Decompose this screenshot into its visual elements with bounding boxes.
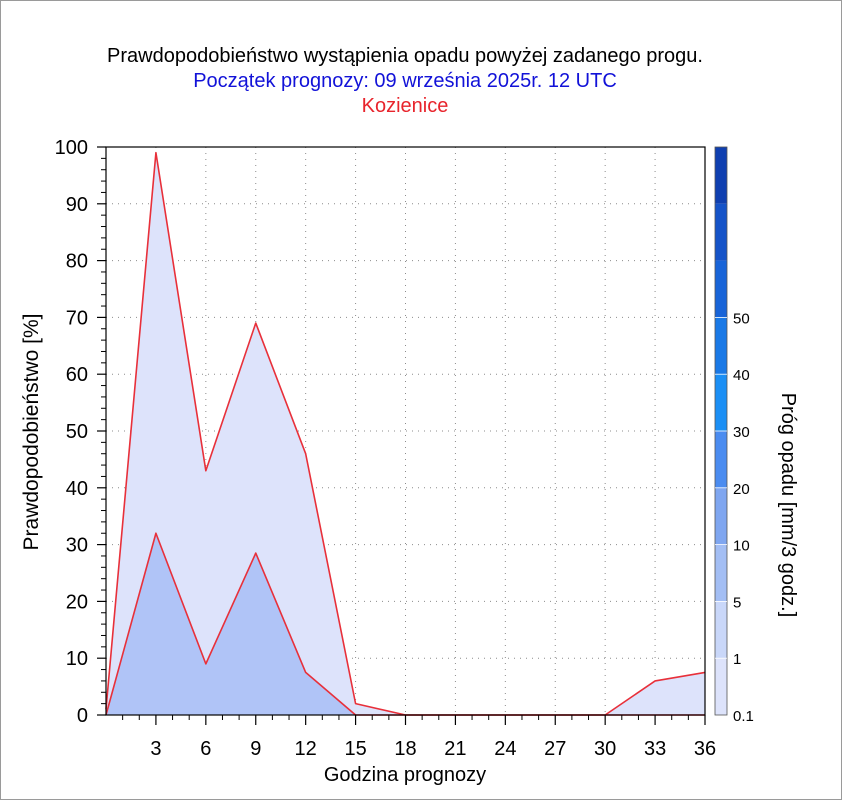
y-tick-label: 50 bbox=[66, 421, 88, 443]
x-axis-label: Godzina prognozy bbox=[324, 764, 486, 786]
colorbar-tick-label: 5 bbox=[733, 594, 741, 611]
colorbar-label: Próg opadu [mm/3 godz.] bbox=[777, 393, 799, 618]
y-tick-label: 0 bbox=[77, 705, 88, 727]
x-tick-label: 12 bbox=[295, 738, 317, 760]
colorbar-segment bbox=[715, 544, 727, 602]
colorbar-tick-label: 40 bbox=[733, 367, 750, 384]
chart-title: Prawdopodobieństwo wystąpienia opadu pow… bbox=[107, 45, 703, 67]
colorbar-segment bbox=[715, 203, 727, 261]
y-tick-label: 20 bbox=[66, 591, 88, 613]
colorbar-segment bbox=[715, 147, 727, 204]
colorbar-segment bbox=[715, 260, 727, 318]
x-tick-label: 36 bbox=[694, 738, 716, 760]
y-tick-label: 100 bbox=[55, 137, 88, 159]
colorbar-segment bbox=[715, 487, 727, 545]
colorbar-segment bbox=[715, 374, 727, 431]
x-tick-label: 30 bbox=[594, 738, 616, 760]
chart-location: Kozienice bbox=[362, 95, 449, 117]
colorbar-tick-label: 10 bbox=[733, 538, 750, 555]
x-tick-label: 24 bbox=[494, 738, 516, 760]
colorbar-segment bbox=[715, 431, 727, 488]
area-series-1 bbox=[106, 533, 705, 715]
x-tick-label: 27 bbox=[544, 738, 566, 760]
colorbar-tick-label: 30 bbox=[733, 424, 750, 441]
colorbar-segment bbox=[715, 601, 727, 659]
x-tick-label: 3 bbox=[150, 738, 161, 760]
x-tick-label: 15 bbox=[344, 738, 366, 760]
y-tick-label: 90 bbox=[66, 194, 88, 216]
colorbar-tick-label: 50 bbox=[733, 310, 750, 327]
y-tick-label: 10 bbox=[66, 648, 88, 670]
y-tick-label: 80 bbox=[66, 251, 88, 273]
chart-subtitle: Początek prognozy: 09 września 2025r. 12… bbox=[193, 70, 617, 92]
colorbar-tick-label: 1 bbox=[733, 651, 741, 668]
colorbar-segment bbox=[715, 317, 727, 375]
y-axis-label: Prawdopodobieństwo [%] bbox=[20, 314, 43, 551]
y-tick-label: 30 bbox=[66, 535, 88, 557]
y-tick-label: 70 bbox=[66, 307, 88, 329]
x-tick-label: 21 bbox=[444, 738, 466, 760]
colorbar-tick-label: 20 bbox=[733, 481, 750, 498]
x-tick-label: 18 bbox=[394, 738, 416, 760]
x-tick-label: 6 bbox=[200, 738, 211, 760]
colorbar-segment bbox=[715, 658, 727, 715]
colorbar-tick-label: 0.1 bbox=[733, 708, 754, 725]
x-tick-label: 33 bbox=[644, 738, 666, 760]
x-tick-label: 9 bbox=[250, 738, 261, 760]
y-tick-label: 40 bbox=[66, 478, 88, 500]
y-tick-label: 60 bbox=[66, 364, 88, 386]
